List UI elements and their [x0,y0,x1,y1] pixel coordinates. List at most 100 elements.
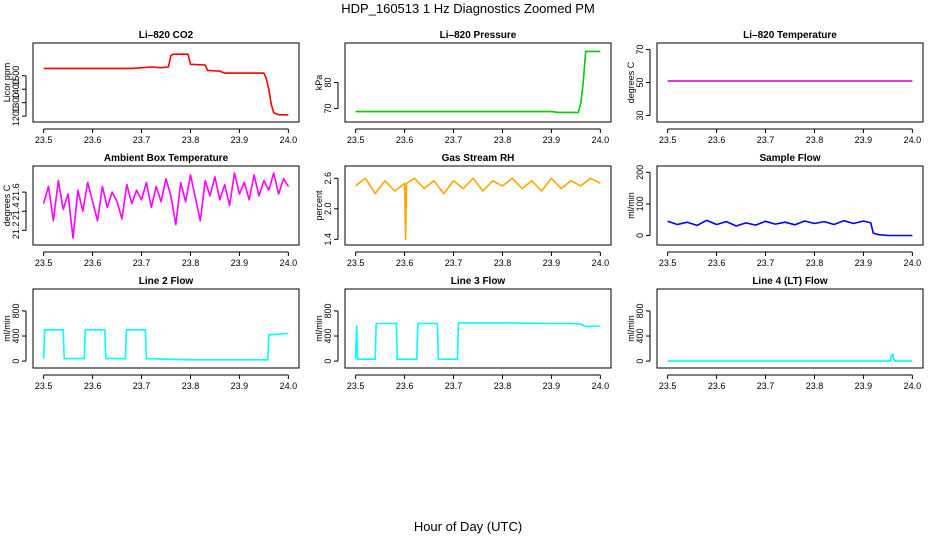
y-axis-label: kPa [314,75,324,91]
y-tick-label: 400 [323,329,333,344]
x-tick-label: 23.6 [396,258,414,268]
y-axis-label: Licor ppm [2,63,12,103]
y-tick-label: 50 [635,77,645,87]
chart-panel: Line 3 Flow ml/min 23.5 23.6 23.7 23.8 23.9 24.… [314,276,612,391]
y-axis-label: ml/min [626,315,636,342]
x-tick-label: 23.8 [182,135,200,145]
x-tick-label: 23.8 [182,381,200,391]
y-axis-label: percent [314,190,324,221]
figure-title: HDP_160513 1 Hz Diagnostics Zoomed PM [341,1,595,16]
data-series-line [42,172,290,239]
chart-panel: Li–820 Pressure kPa 23.5 23.6 23.7 23.8 23.9 24… [314,30,612,145]
y-tick-label: 400 [635,329,645,344]
x-tick-label: 23.5 [347,258,365,268]
x-tick-label: 23.8 [494,135,512,145]
chart-panel: Gas Stream RH percent 23.5 23.6 23.7 23.8 23.9… [314,153,612,268]
x-tick-label: 23.7 [757,258,775,268]
y-tick-label: 80 [323,77,333,87]
y-tick-label: 70 [635,44,645,54]
x-tick-label: 24.0 [280,135,298,145]
x-tick-label: 23.6 [396,381,414,391]
x-tick-label: 23.8 [494,381,512,391]
y-tick-label: 0 [11,359,21,364]
y-tick-label: 2.0 [323,203,333,216]
panel-title: Sample Flow [759,153,820,164]
data-series-line [42,328,289,361]
x-tick-label: 23.7 [445,258,463,268]
x-tick-label: 23.7 [445,381,463,391]
x-tick-label: 23.7 [133,381,151,391]
x-tick-label: 23.6 [84,381,102,391]
y-tick-label: 1.4 [323,233,333,246]
x-tick-label: 23.6 [84,258,102,268]
x-tick-label: 23.8 [806,381,824,391]
x-tick-label: 23.6 [396,135,414,145]
x-tick-label: 24.0 [592,135,610,145]
x-tick-label: 23.9 [543,258,561,268]
chart-panel: Line 4 (LT) Flow ml/min 23.5 23.6 23.7 23.8 23… [626,276,924,391]
y-axis-label: ml/min [314,315,324,342]
panel-title: Ambient Box Temperature [104,153,229,164]
x-tick-label: 24.0 [592,258,610,268]
x-tick-label: 24.0 [904,135,922,145]
x-tick-label: 24.0 [904,258,922,268]
y-tick-label: 1500 [11,66,21,86]
x-tick-label: 23.7 [757,135,775,145]
y-axis-label: degrees C [2,184,12,226]
x-tick-label: 23.6 [708,135,726,145]
panel-title: Li–820 Pressure [440,30,517,41]
panel-title: Li–820 CO2 [139,30,194,41]
panel-title: Line 4 (LT) Flow [752,276,828,287]
x-tick-label: 23.7 [757,381,775,391]
plot-frame [344,288,612,369]
y-axis-label: ml/min [2,315,12,342]
y-tick-label: 0 [635,233,645,238]
plot-frame [656,42,924,123]
data-series-line [667,219,913,237]
plot-frame [656,165,924,246]
plot-frame [32,42,300,123]
chart-panel: Ambient Box Temperature degrees C 23.5 23.6… [2,153,300,268]
x-tick-label: 23.5 [35,135,53,145]
x-tick-label: 23.8 [806,258,824,268]
y-tick-label: 0 [323,359,333,364]
x-tick-label: 24.0 [592,381,610,391]
plot-frame [344,42,612,123]
y-tick-label: 30 [635,111,645,121]
x-tick-label: 23.7 [133,135,151,145]
x-tick-label: 23.5 [35,381,53,391]
y-tick-label: 1300 [11,93,21,113]
chart-panel: Line 2 Flow ml/min 23.5 23.6 23.7 23.8 23.9 24.… [2,276,300,391]
y-tick-label: 21.6 [11,183,21,201]
y-tick-label: 100 [635,196,645,211]
data-series-line [355,50,601,114]
x-tick-label: 23.6 [708,258,726,268]
data-series-line [355,177,601,241]
panel-grid: Li–820 CO2 Licor ppm 23.5 23.6 23.7 23.8 23.9 2… [2,30,924,391]
x-tick-label: 23.8 [182,258,200,268]
chart-panel: Li–820 Temperature degrees C 23.5 23.6 23.7 2… [626,30,924,145]
x-tick-label: 23.5 [35,258,53,268]
x-tick-label: 23.8 [806,135,824,145]
x-tick-label: 23.6 [708,381,726,391]
plot-frame [32,165,300,246]
y-tick-label: 200 [635,165,645,180]
y-axis-label: ml/min [626,192,636,219]
x-tick-label: 24.0 [904,381,922,391]
y-tick-label: 0 [635,359,645,364]
x-tick-label: 23.9 [855,135,873,145]
x-tick-label: 23.7 [445,135,463,145]
data-series-line [667,353,913,362]
y-tick-label: 70 [323,103,333,113]
x-tick-label: 23.9 [543,135,561,145]
plot-frame [344,165,612,246]
x-tick-label: 23.5 [659,258,677,268]
chart-panel: Sample Flow ml/min 23.5 23.6 23.7 23.8 23.9 24.… [626,153,924,268]
panel-title: Line 3 Flow [451,276,506,287]
x-tick-label: 23.7 [133,258,151,268]
x-tick-label: 23.6 [84,135,102,145]
panel-title: Li–820 Temperature [743,30,837,41]
y-tick-label: 1200 [11,106,21,126]
x-tick-label: 24.0 [280,381,298,391]
